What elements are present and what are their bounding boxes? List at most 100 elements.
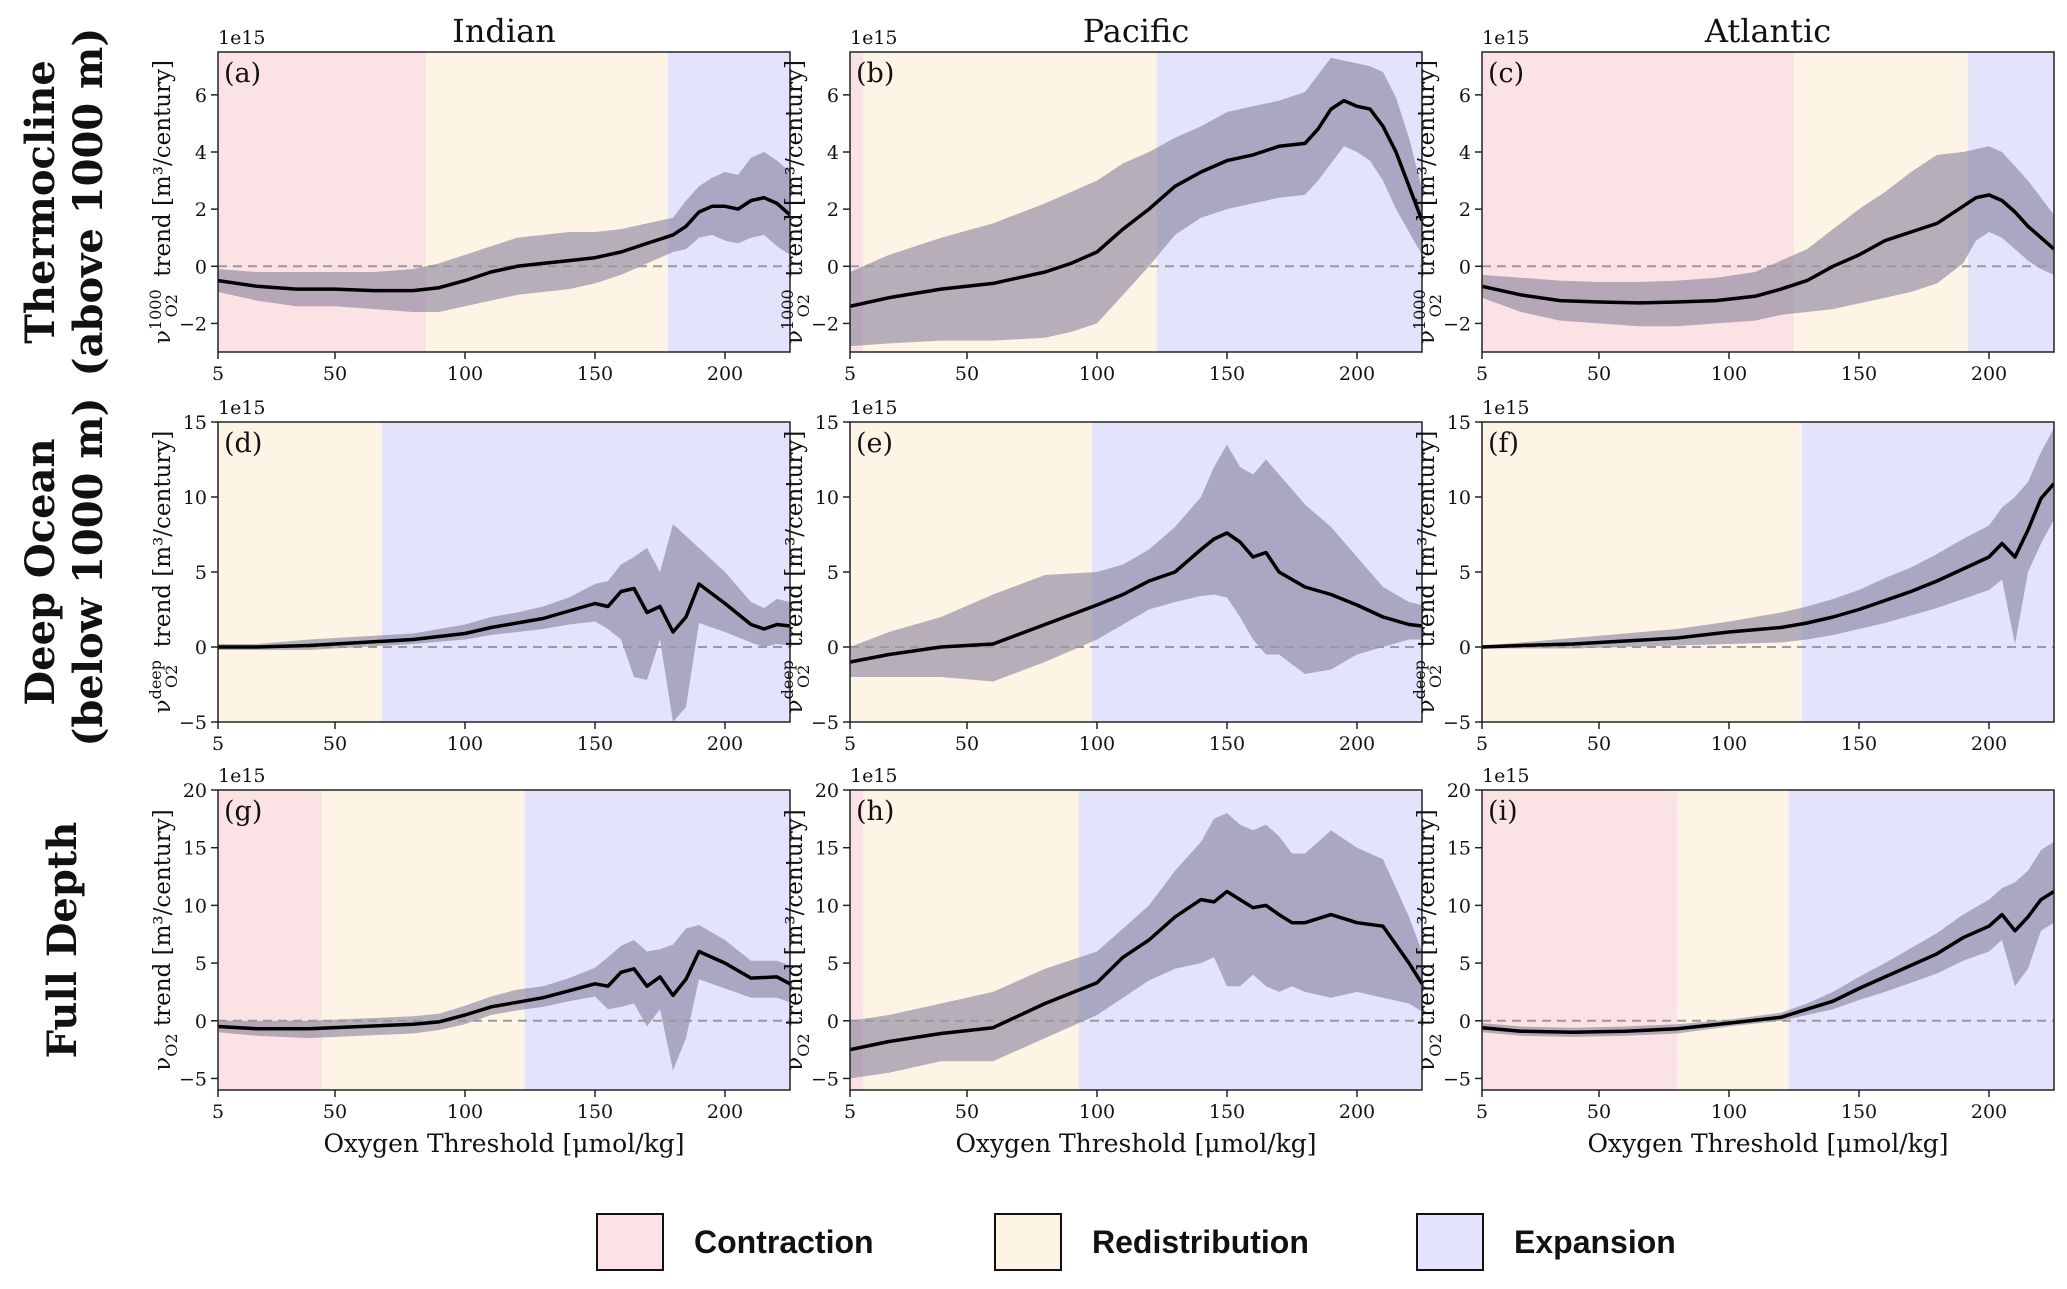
y-axis-label: ν1000O2 trend [m³/century] xyxy=(778,60,813,344)
x-tick-label: 150 xyxy=(1209,733,1245,755)
y-tick-label: −5 xyxy=(811,1068,839,1090)
x-tick-label: 100 xyxy=(447,363,483,385)
x-tick-label: 50 xyxy=(323,733,347,755)
x-tick-label: 200 xyxy=(707,733,743,755)
x-tick-label: 150 xyxy=(1841,1101,1877,1123)
column-title: Atlantic xyxy=(1704,12,1831,50)
panel-e: 5 50 100 150 200 −5 0 5 10 15 1e15 (e) νdeepO2 trend… xyxy=(778,397,1423,755)
x-tick-label: 150 xyxy=(1841,733,1877,755)
x-tick-label: 50 xyxy=(1587,1101,1611,1123)
x-tick-label: 100 xyxy=(1711,1101,1747,1123)
exponent-label: 1e15 xyxy=(1482,765,1530,787)
x-tick-label: 150 xyxy=(577,1101,613,1123)
panel-letter: (c) xyxy=(1488,58,1524,89)
row-title: Full Depth xyxy=(39,822,86,1059)
y-axis-label: ν1000O2 trend [m³/century] xyxy=(1410,60,1445,344)
x-tick-label: 5 xyxy=(212,733,224,755)
exponent-label: 1e15 xyxy=(218,27,266,49)
x-tick-label: 100 xyxy=(1079,1101,1115,1123)
x-tick-label: 50 xyxy=(955,733,979,755)
y-label-sup: 1000 xyxy=(146,289,165,330)
y-tick-label: 0 xyxy=(195,1011,207,1033)
y-tick-label: 0 xyxy=(1459,1011,1471,1033)
y-tick-label: 10 xyxy=(815,487,839,509)
y-tick-label: −5 xyxy=(179,1068,207,1090)
x-axis-label: Oxygen Threshold [μmol/kg] xyxy=(955,1129,1316,1158)
exponent-label: 1e15 xyxy=(218,765,266,787)
x-tick-label: 5 xyxy=(844,733,856,755)
row-title: Thermocline xyxy=(17,60,64,344)
uncertainty-band xyxy=(850,813,1422,1079)
series-line xyxy=(218,195,790,293)
y-tick-label: 0 xyxy=(1459,637,1471,659)
y-label-sub: O2 xyxy=(162,1033,181,1056)
x-tick-label: 200 xyxy=(1339,363,1375,385)
region-redistribution xyxy=(1677,790,1789,1090)
y-axis-label: ν1000O2 trend [m³/century] xyxy=(146,60,181,344)
exponent-label: 1e15 xyxy=(1482,27,1530,49)
y-label-sup: deep xyxy=(778,660,797,699)
panel-d: 5 50 100 150 200 −5 0 5 10 15 1e15 (d) νdeepO2 trend… xyxy=(146,397,791,755)
panel-letter: (h) xyxy=(856,796,894,827)
series-line xyxy=(1482,193,2054,305)
y-label-sup: deep xyxy=(146,660,165,699)
y-tick-label: −5 xyxy=(1443,1068,1471,1090)
exponent-label: 1e15 xyxy=(850,765,898,787)
y-tick-label: 5 xyxy=(195,562,207,584)
uncertainty-band xyxy=(1482,841,2054,1037)
uncertainty-band xyxy=(218,524,790,722)
x-tick-label: 5 xyxy=(844,1101,856,1123)
y-tick-label: 2 xyxy=(827,199,839,221)
region-expansion xyxy=(524,790,790,1090)
y-axis-label: νO2 trend [m³/century] xyxy=(150,809,181,1070)
x-tick-label: 200 xyxy=(1971,1101,2007,1123)
region-redistribution xyxy=(322,790,525,1090)
axes-frame xyxy=(217,51,791,353)
panel-c: 5 50 100 150 200 −2 0 2 4 6 1e15 (c) ν1000O2 trend [… xyxy=(1410,27,2055,385)
x-tick-label: 100 xyxy=(1079,363,1115,385)
panel-b: 5 50 100 150 200 −2 0 2 4 6 1e15 (b) ν1000O2 trend [… xyxy=(778,27,1423,385)
y-tick-label: 20 xyxy=(815,780,839,802)
uncertainty-band xyxy=(218,152,790,312)
panel-letter: (i) xyxy=(1488,796,1518,827)
x-tick-label: 100 xyxy=(1079,733,1115,755)
panel-a: 5 50 100 150 200 −2 0 2 4 6 1e15 (a) ν1000O2 trend [… xyxy=(146,27,791,385)
legend: Contraction Redistribution Expansion xyxy=(0,1200,2067,1280)
axes-frame xyxy=(1481,789,2055,1091)
x-tick-label: 200 xyxy=(707,363,743,385)
axes-frame xyxy=(849,789,1423,1091)
y-label-symbol: ν xyxy=(1414,330,1440,344)
y-tick-label: 15 xyxy=(1447,412,1471,434)
y-label-sub: O2 xyxy=(794,665,813,688)
series-line xyxy=(218,582,790,649)
x-tick-label: 150 xyxy=(577,733,613,755)
legend-swatch-redistribution xyxy=(994,1213,1062,1271)
y-label-symbol: ν xyxy=(782,330,808,344)
x-tick-label: 5 xyxy=(212,1101,224,1123)
column-title: Indian xyxy=(452,12,556,50)
axes-frame xyxy=(849,51,1423,353)
y-tick-label: 4 xyxy=(827,142,839,164)
panel-letter: (g) xyxy=(224,796,262,827)
region-contraction xyxy=(1482,790,1677,1090)
panel-letter: (e) xyxy=(856,428,893,459)
series-line xyxy=(850,531,1422,664)
y-tick-label: 15 xyxy=(183,412,207,434)
region-redistribution xyxy=(1482,422,1802,722)
legend-item-contraction: Contraction xyxy=(596,1212,874,1272)
exponent-label: 1e15 xyxy=(850,397,898,419)
y-label-suffix: trend [m³/century] xyxy=(150,809,176,1033)
x-tick-label: 5 xyxy=(844,363,856,385)
series-line xyxy=(1482,482,2054,649)
x-tick-label: 100 xyxy=(447,733,483,755)
y-label-suffix: trend [m³/century] xyxy=(1414,809,1440,1033)
uncertainty-band xyxy=(850,57,1422,347)
y-tick-label: 10 xyxy=(183,487,207,509)
x-tick-label: 200 xyxy=(1339,1101,1375,1123)
y-tick-label: 0 xyxy=(1459,256,1471,278)
legend-item-expansion: Expansion xyxy=(1416,1212,1676,1272)
y-label-sup: 1000 xyxy=(1410,289,1429,330)
y-axis-label: νdeepO2 trend [m³/century] xyxy=(1410,431,1445,714)
y-axis-label: νdeepO2 trend [m³/century] xyxy=(146,431,181,714)
